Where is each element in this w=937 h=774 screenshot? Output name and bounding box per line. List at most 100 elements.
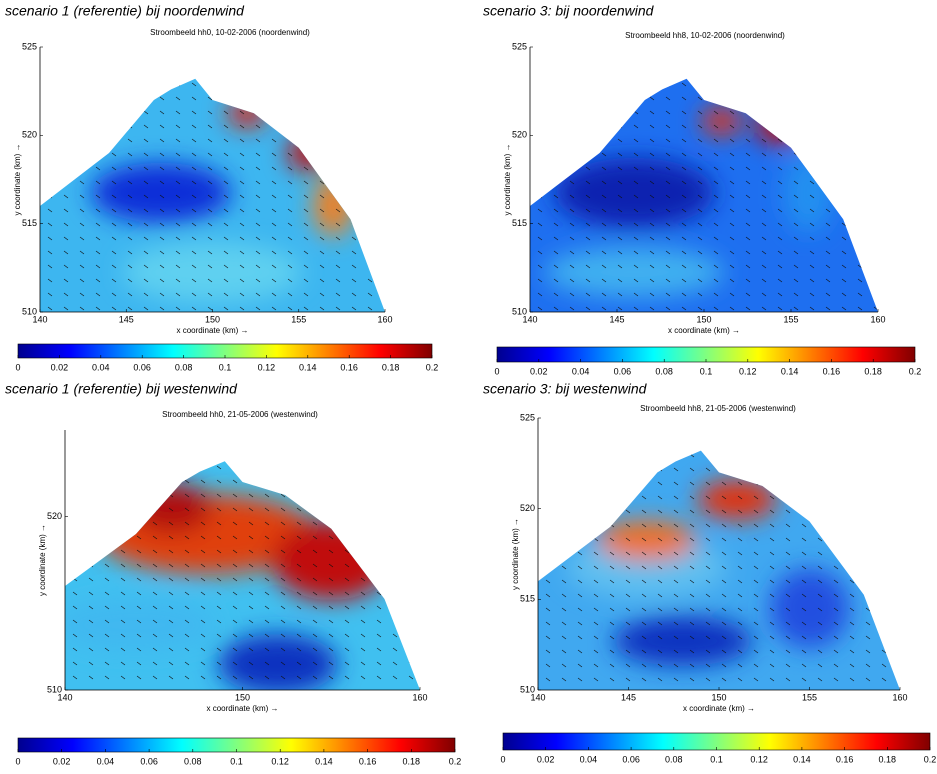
- flow-arrow: [312, 577, 318, 582]
- flow-arrow: [713, 110, 719, 115]
- flow-arrow: [160, 69, 164, 72]
- flow-arrow: [303, 110, 309, 115]
- flow-arrow: [537, 110, 543, 115]
- flow-arrow: [95, 138, 101, 143]
- flow-arrow: [104, 577, 110, 582]
- flow-arrow: [841, 180, 847, 185]
- plot-title: Stroombeeld hh8, 21-05-2006 (westenwind): [640, 404, 796, 413]
- flow-arrow: [143, 222, 149, 227]
- flow-arrow: [545, 565, 551, 570]
- flow-arrow: [408, 647, 414, 652]
- flow-arrow: [200, 563, 206, 568]
- flow-arrow: [360, 549, 366, 554]
- flow-arrow: [561, 453, 567, 458]
- flow-arrow: [697, 110, 703, 115]
- flow-arrow: [641, 607, 647, 612]
- flow-arrow: [874, 55, 878, 58]
- flow-arrow: [577, 495, 583, 500]
- flow-arrow: [143, 96, 149, 101]
- flow-arrow: [216, 633, 222, 638]
- flow-arrow: [897, 481, 900, 486]
- flow-arrow: [753, 649, 759, 654]
- flow-arrow: [47, 110, 53, 115]
- flow-arrow: [817, 621, 823, 626]
- flow-arrow: [873, 292, 878, 297]
- flow-arrow: [761, 292, 767, 297]
- flow-arrow: [754, 440, 758, 443]
- flow-arrow: [383, 306, 385, 311]
- flow-arrow: [191, 264, 197, 269]
- flow-arrow: [777, 82, 783, 87]
- flow-arrow: [264, 507, 270, 512]
- flow-arrow: [79, 166, 85, 171]
- flow-arrow: [849, 481, 855, 486]
- flow-arrow: [319, 222, 325, 227]
- flow-arrow: [553, 250, 559, 255]
- colorbar-tick-label: 0.02: [51, 362, 69, 372]
- flow-arrow: [128, 69, 132, 72]
- flow-arrow: [657, 663, 663, 668]
- flow-arrow: [184, 563, 190, 568]
- flow-arrow: [737, 509, 743, 514]
- flow-arrow: [897, 523, 900, 528]
- flow-arrow: [785, 509, 791, 514]
- flow-arrow: [200, 647, 206, 652]
- y-tick-label: 520: [512, 130, 527, 140]
- flow-arrow: [537, 306, 543, 311]
- flow-arrow: [817, 649, 823, 654]
- flow-arrow: [545, 509, 551, 514]
- flow-arrow: [697, 138, 703, 143]
- flow-arrow: [698, 55, 702, 58]
- flow-arrow: [761, 264, 767, 269]
- flow-arrow: [79, 124, 85, 129]
- flow-arrow: [80, 55, 84, 58]
- flow-arrow: [793, 138, 799, 143]
- flow-arrow: [633, 152, 639, 157]
- flow-arrow: [351, 152, 357, 157]
- flow-arrow: [360, 479, 366, 484]
- flow-arrow: [367, 96, 373, 101]
- flow-arrow: [255, 96, 261, 101]
- flow-arrow: [601, 152, 607, 157]
- flow-arrow: [569, 152, 575, 157]
- flow-arrow: [546, 440, 550, 443]
- flow-arrow: [111, 180, 117, 185]
- flow-arrow: [689, 579, 695, 584]
- flow-arrow: [367, 180, 373, 185]
- flow-arrow: [865, 481, 871, 486]
- flow-arrow: [665, 250, 671, 255]
- flow-arrow: [593, 649, 599, 654]
- flow-arrow: [47, 236, 53, 241]
- flow-arrow: [745, 208, 751, 213]
- flow-arrow: [817, 509, 823, 514]
- flow-arrow: [376, 521, 382, 526]
- flow-arrow: [112, 55, 116, 58]
- flow-arrow: [239, 306, 245, 311]
- flow-arrow: [191, 152, 197, 157]
- flow-arrow: [633, 236, 639, 241]
- flow-arrow: [865, 663, 871, 668]
- flow-arrow: [705, 467, 711, 472]
- flow-arrow: [288, 69, 292, 72]
- flow-arrow: [271, 236, 277, 241]
- flow-arrow: [585, 152, 591, 157]
- flow-arrow: [344, 619, 350, 624]
- flow-arrow: [561, 579, 567, 584]
- flow-arrow: [762, 55, 766, 58]
- flow-arrow: [175, 278, 181, 283]
- flow-arrow: [577, 453, 583, 458]
- y-axis-label: y coordinate (km) →: [13, 143, 22, 215]
- flow-arrow: [729, 194, 735, 199]
- flow-arrow: [120, 479, 126, 484]
- flow-arrow: [232, 633, 238, 638]
- flow-arrow: [577, 635, 583, 640]
- colorbar-tick-label: 0: [15, 756, 20, 766]
- flow-arrow: [280, 479, 286, 484]
- flow-arrow: [168, 647, 174, 652]
- flow-arrow: [657, 677, 663, 682]
- flow-arrow: [641, 537, 647, 542]
- flow-arrow: [865, 467, 871, 472]
- flow-arrow: [296, 605, 302, 610]
- x-tick-label: 140: [57, 692, 72, 702]
- plot-title: Stroombeeld hh8, 10-02-2006 (noordenwind…: [625, 31, 785, 40]
